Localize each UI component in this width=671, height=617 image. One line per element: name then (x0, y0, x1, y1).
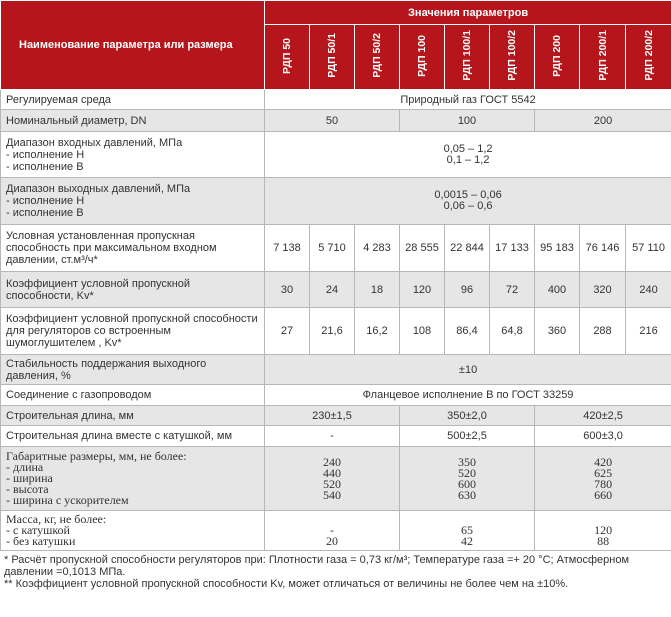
row-value: 28 555 (399, 224, 445, 272)
row-value: 120 88 (533, 510, 671, 551)
row-value: 500±2,5 (399, 425, 535, 447)
row-value: 7 138 (264, 224, 310, 272)
row-value: 288 (579, 307, 626, 355)
row-value: 76 146 (579, 224, 626, 272)
row-value: 400 (534, 271, 580, 308)
row-label: Соединение с газопроводом (0, 384, 265, 406)
row-outlet-pressure: Диапазон выходных давлений, МПа - исполн… (0, 177, 671, 225)
spec-table: Наименование параметра или размера Значе… (0, 0, 671, 551)
header-model: РДП 100/1 (444, 24, 490, 90)
header-model: РДП 100/2 (489, 24, 535, 90)
footnotes: * Расчёт пропускной способности регулято… (0, 551, 671, 590)
row-connection: Соединение с газопроводом Фланцевое испо… (0, 384, 671, 406)
header-model: РДП 50/1 (309, 24, 355, 90)
row-value: 65 42 (399, 510, 535, 551)
row-label: Регулируемая среда (0, 89, 265, 110)
footnote-1: * Расчёт пропускной способности регулято… (4, 554, 630, 566)
row-value: 50 (264, 109, 400, 132)
row-value: 5 710 (309, 224, 355, 272)
row-value: 64,8 (489, 307, 535, 355)
row-label: Строительная длина вместе с катушкой, мм (0, 425, 265, 447)
header-model: РДП 200/1 (579, 24, 626, 90)
row-value: 216 (624, 307, 671, 355)
header-model: РДП 200/2 (624, 24, 671, 90)
row-label: Габаритные размеры, мм, не более: - длин… (0, 446, 265, 511)
row-value: 4 283 (354, 224, 400, 272)
row-label: Номинальный диаметр, DN (0, 109, 265, 132)
row-value: 95 183 (534, 224, 580, 272)
row-value: 18 (354, 271, 400, 308)
row-label: Строительная длина, мм (0, 405, 265, 426)
row-value: Фланцевое исполнение В по ГОСТ 33259 (263, 384, 671, 406)
row-value: 120 (399, 271, 445, 308)
row-medium: Регулируемая среда Природный газ ГОСТ 55… (0, 89, 671, 110)
row-dimensions: Габаритные размеры, мм, не более: - длин… (0, 446, 671, 511)
footnote-2: ** Коэффициент условной пропускной спосо… (4, 578, 569, 590)
row-mass: Масса, кг, не более: - с катушкой - без … (0, 510, 671, 551)
footnote-1-continued: давлении =0,1013 МПа. (4, 566, 126, 578)
row-value: 16,2 (354, 307, 400, 355)
header-model: РДП 50/2 (354, 24, 400, 90)
row-value: 240 440 520 540 (264, 446, 400, 511)
row-label: Диапазон входных давлений, МПа - исполне… (0, 131, 265, 178)
row-label: Коэффициент условной пропускной способно… (0, 271, 265, 308)
row-value: Природный газ ГОСТ 5542 (263, 89, 671, 110)
row-value: 22 844 (444, 224, 490, 272)
row-value: 350 520 600 630 (399, 446, 535, 511)
header-model: РДП 50 (264, 24, 310, 90)
row-value: 420 625 780 660 (533, 446, 671, 511)
row-value: - 20 (264, 510, 400, 551)
row-value: 0,05 – 1,2 0,1 – 1,2 (263, 131, 671, 178)
row-value: ±10 (263, 354, 671, 385)
row-label: Стабильность поддержания выходного давле… (0, 354, 265, 385)
row-value: 320 (579, 271, 626, 308)
row-label: Условная установленная пропускная способ… (0, 224, 265, 272)
row-capacity: Условная установленная пропускная способ… (0, 224, 671, 272)
row-length-coil: Строительная длина вместе с катушкой, мм… (0, 425, 671, 447)
row-label: Коэффициент условной пропускной способно… (0, 307, 265, 355)
row-value: 230±1,5 (264, 405, 400, 426)
row-length: Строительная длина, мм 230±1,5 350±2,0 4… (0, 405, 671, 426)
header-values-title: Значения параметров (263, 0, 671, 25)
row-kv: Коэффициент условной пропускной способно… (0, 271, 671, 308)
header-parameter-name: Наименование параметра или размера (0, 0, 265, 90)
row-value: 360 (534, 307, 580, 355)
row-value: 96 (444, 271, 490, 308)
row-value: 57 110 (624, 224, 671, 272)
row-value: 27 (264, 307, 310, 355)
row-value: 30 (264, 271, 310, 308)
row-value: 0,0015 – 0,06 0,06 – 0,6 (263, 177, 671, 225)
header-model: РДП 200 (534, 24, 580, 90)
row-value: 420±2,5 (533, 405, 671, 426)
row-dn: Номинальный диаметр, DN 50 100 200 (0, 109, 671, 132)
row-value: 72 (489, 271, 535, 308)
row-value: 108 (399, 307, 445, 355)
row-inlet-pressure: Диапазон входных давлений, МПа - исполне… (0, 131, 671, 178)
row-label: Диапазон выходных давлений, МПа - исполн… (0, 177, 265, 225)
row-value: 600±3,0 (533, 425, 671, 447)
row-value: 200 (533, 109, 671, 132)
row-value: 17 133 (489, 224, 535, 272)
header-model: РДП 100 (399, 24, 445, 90)
row-stability: Стабильность поддержания выходного давле… (0, 354, 671, 385)
row-kv-silencer: Коэффициент условной пропускной способно… (0, 307, 671, 355)
row-value: 100 (399, 109, 535, 132)
row-value: 240 (624, 271, 671, 308)
row-value: 24 (309, 271, 355, 308)
row-value: 86,4 (444, 307, 490, 355)
row-value: 21,6 (309, 307, 355, 355)
row-value: 350±2,0 (399, 405, 535, 426)
row-label: Масса, кг, не более: - с катушкой - без … (0, 510, 265, 551)
row-value: - (264, 425, 400, 447)
